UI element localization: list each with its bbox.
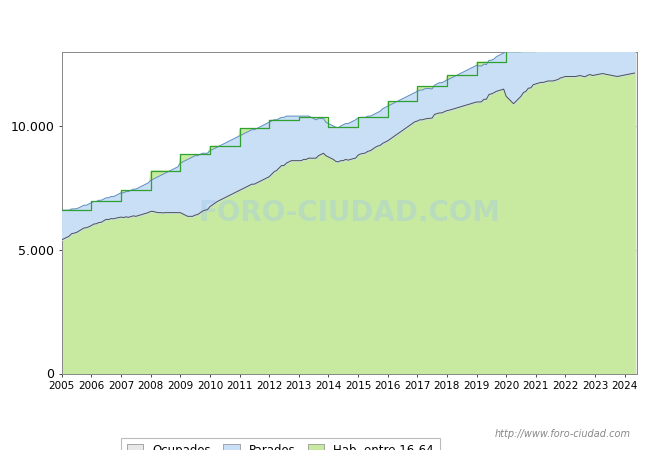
Legend: Ocupados, Parados, Hab. entre 16-64: Ocupados, Parados, Hab. entre 16-64 bbox=[121, 438, 440, 450]
Text: FORO-CIUDAD.COM: FORO-CIUDAD.COM bbox=[198, 198, 500, 227]
Text: Vera - Evolucion de la poblacion en edad de Trabajar Mayo de 2024: Vera - Evolucion de la poblacion en edad… bbox=[78, 16, 572, 31]
Text: http://www.foro-ciudad.com: http://www.foro-ciudad.com bbox=[495, 429, 630, 439]
